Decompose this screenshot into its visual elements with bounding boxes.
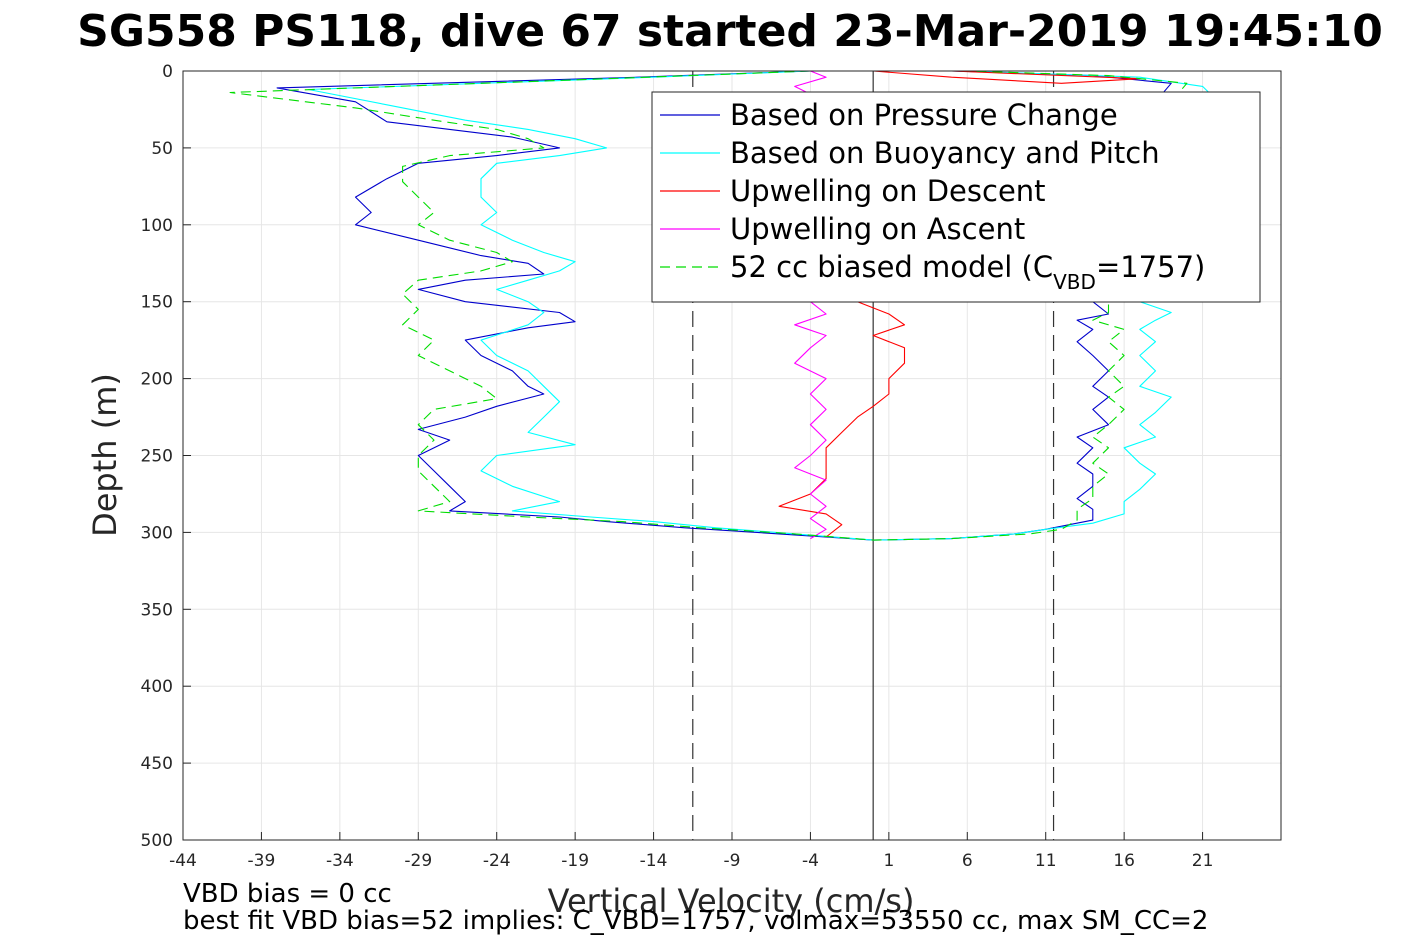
legend-label-tail: =1757) <box>1096 250 1205 284</box>
series-line-0 <box>276 70 1172 541</box>
x-tick-label: -14 <box>640 851 668 871</box>
x-tick-label: 16 <box>1113 851 1135 871</box>
legend-label: Upwelling on Ascent <box>730 212 1025 246</box>
y-tick-label: 350 <box>141 600 173 620</box>
x-tick-label: -44 <box>169 851 197 871</box>
y-tick-label: 150 <box>141 293 173 313</box>
x-tick-label: -19 <box>561 851 589 871</box>
chart-title: SG558 PS118, dive 67 started 23-Mar-2019… <box>77 6 1383 57</box>
y-tick-label: 300 <box>141 523 173 543</box>
y-axis-ticks: 0 50 100 150 200 250 300 350 400 450 500 <box>141 62 191 851</box>
x-tick-label: -34 <box>326 851 354 871</box>
x-tick-label: -39 <box>248 851 276 871</box>
series-line-4 <box>794 70 827 95</box>
legend-label-subscript: VBD <box>1053 270 1096 294</box>
legend-label: 52 cc biased model (CVBD=1757) <box>730 250 1205 294</box>
legend-label: Upwelling on Descent <box>730 174 1046 208</box>
x-tick-label: 6 <box>962 851 973 871</box>
x-tick-label: 11 <box>1035 851 1057 871</box>
y-tick-label: 250 <box>141 447 173 467</box>
vbd-bias-note: VBD bias = 0 cc <box>183 879 392 909</box>
y-tick-label: 450 <box>141 754 173 774</box>
y-tick-label: 50 <box>151 139 173 159</box>
legend-label: Based on Buoyancy and Pitch <box>730 136 1160 170</box>
series-line-2 <box>841 70 1141 84</box>
x-tick-label: -9 <box>724 851 741 871</box>
y-tick-label: 400 <box>141 677 173 697</box>
y-axis-label: Depth (m) <box>86 373 124 537</box>
legend-label-main: 52 cc biased model (C <box>730 250 1053 284</box>
series-line-3 <box>778 301 906 538</box>
series-line-6 <box>229 70 1188 541</box>
y-tick-label: 100 <box>141 216 173 236</box>
series-line-5 <box>794 301 827 540</box>
y-tick-label: 200 <box>141 370 173 390</box>
x-tick-label: -29 <box>404 851 432 871</box>
x-tick-label: 21 <box>1192 851 1214 871</box>
y-tick-label: 0 <box>162 62 173 82</box>
x-tick-label: 1 <box>883 851 894 871</box>
x-tick-label: -24 <box>483 851 511 871</box>
y-tick-label: 500 <box>141 831 173 851</box>
best-fit-note: best fit VBD bias=52 implies: C_VBD=1757… <box>183 906 1208 936</box>
legend-box <box>651 91 1261 303</box>
x-axis-ticks: -44 -39 -34 -29 -24 -19 -14 -9 -4 1 6 11 16 21 <box>169 832 1213 871</box>
legend: Based on Pressure Change Based on Buoyanc… <box>651 91 1261 303</box>
legend-label: Based on Pressure Change <box>730 98 1118 132</box>
series-line-1 <box>307 70 1219 541</box>
x-tick-label: -4 <box>802 851 819 871</box>
x-axis-label: Vertical Velocity (cm/s) <box>548 882 915 920</box>
